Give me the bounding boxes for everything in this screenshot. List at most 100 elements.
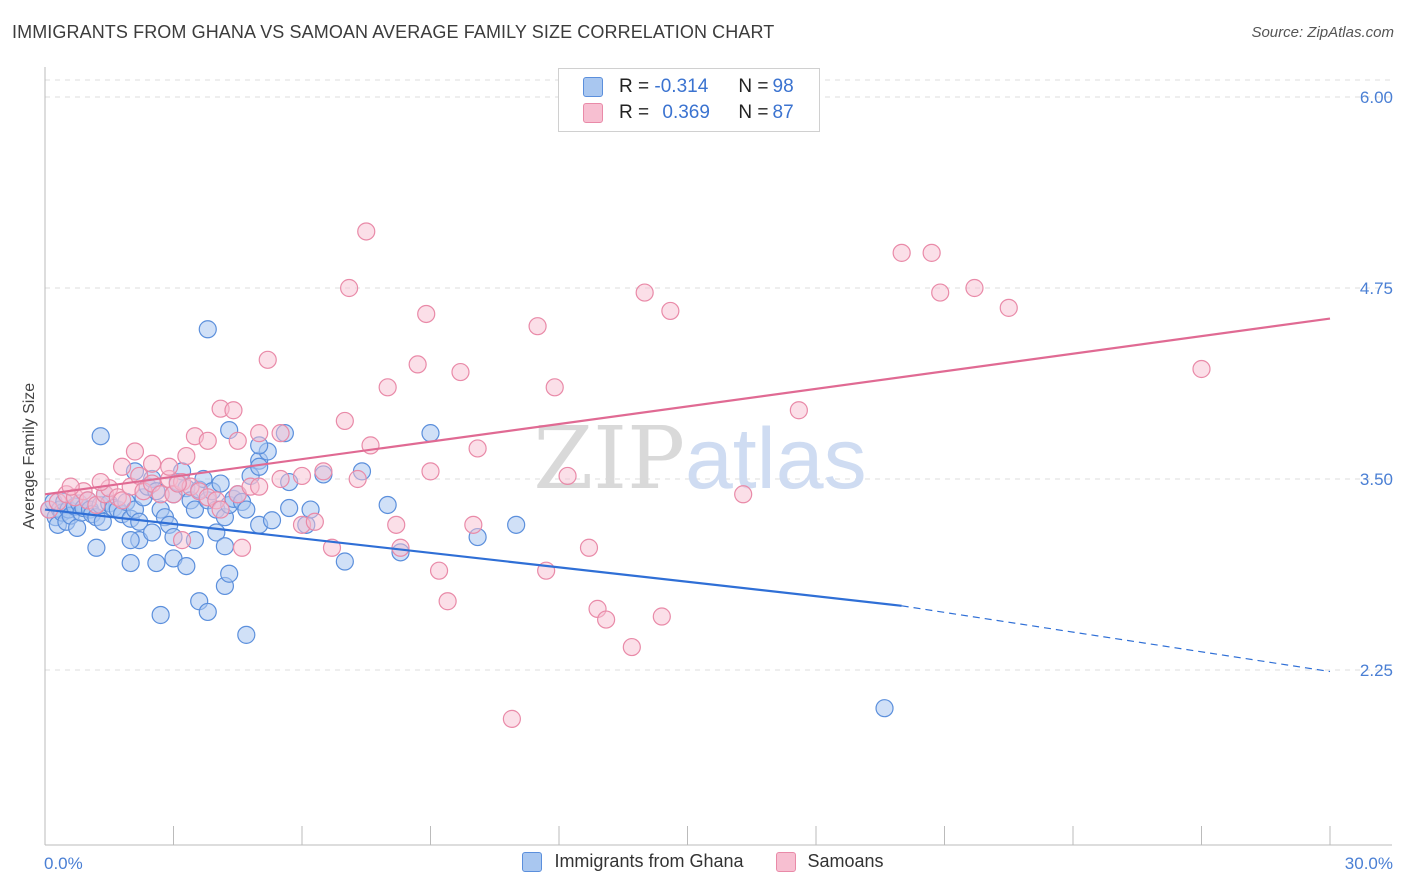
data-point-samoan: [224, 401, 243, 420]
data-point-samoan: [421, 462, 440, 481]
data-point-samoan: [271, 424, 290, 443]
data-point-samoan: [597, 610, 616, 629]
data-point-ghana: [875, 699, 894, 718]
data-point-ghana: [378, 495, 397, 515]
data-point-ghana: [237, 625, 256, 644]
data-point-samoan: [451, 362, 470, 382]
y-tick-label: 6.00: [1360, 88, 1393, 107]
data-point-ghana: [185, 500, 205, 519]
data-point-samoan: [258, 350, 277, 369]
data-point-samoan: [464, 515, 483, 534]
data-point-samoan: [789, 401, 808, 420]
watermark-atlas: atlas: [685, 411, 867, 507]
x-tick-label: 30.0%: [1345, 854, 1393, 873]
legend-n-value-ghana: 98: [772, 76, 794, 97]
data-point-samoan: [228, 431, 247, 450]
data-point-samoan: [438, 592, 457, 611]
data-point-ghana: [151, 605, 170, 625]
data-point-ghana: [220, 564, 239, 583]
data-point-ghana: [121, 553, 140, 573]
x-tick-label: 0.0%: [44, 854, 83, 873]
data-point-ghana: [507, 515, 526, 534]
data-point-ghana: [280, 498, 299, 518]
data-point-samoan: [378, 378, 397, 397]
data-point-ghana: [91, 427, 110, 446]
data-point-ghana: [147, 553, 166, 573]
data-point-samoan: [579, 538, 599, 557]
data-point-samoan: [1192, 359, 1211, 379]
data-point-samoan: [965, 278, 984, 298]
data-point-samoan: [177, 446, 196, 466]
data-point-ghana: [198, 602, 217, 622]
axes: [44, 67, 1392, 846]
data-point-ghana: [237, 500, 256, 519]
data-point-samoan: [112, 457, 132, 476]
data-point-samoan: [172, 531, 192, 550]
data-point-samoan: [125, 442, 145, 461]
legend-n-value-samoan: 87: [772, 102, 794, 123]
data-point-samoan: [734, 485, 753, 504]
data-point-samoan: [160, 457, 179, 476]
legend-item-samoan: Samoans: [775, 851, 884, 872]
series-samoan-points: [40, 222, 1211, 728]
data-point-samoan: [661, 301, 680, 321]
trend-line-ghana: [44, 508, 902, 607]
y-axis-label: Average Family Size: [21, 383, 38, 530]
y-tick-label: 4.75: [1360, 279, 1393, 298]
legend-label-ghana: Immigrants from Ghana: [554, 851, 744, 871]
data-point-samoan: [357, 222, 376, 241]
data-point-samoan: [502, 709, 521, 728]
data-point-samoan: [322, 538, 342, 557]
watermark: ZIPatlas: [533, 409, 866, 509]
data-point-ghana: [68, 518, 87, 537]
legend-swatch-samoan: [775, 851, 796, 872]
legend-r-label: R =: [619, 102, 650, 123]
data-point-samoan: [335, 411, 354, 431]
data-point-ghana: [142, 523, 162, 542]
legend-n-label: N =: [738, 102, 769, 123]
data-point-samoan: [211, 500, 230, 519]
grid-lines: [45, 79, 1392, 671]
trend-line-ghana-extension: [901, 605, 1331, 673]
data-point-ghana: [335, 552, 354, 571]
data-point-samoan: [999, 298, 1018, 317]
legend-swatch-ghana: [583, 77, 603, 97]
data-point-samoan: [250, 477, 269, 496]
trend-line-samoan: [44, 317, 1331, 496]
data-point-samoan: [348, 469, 367, 489]
chart-title: IMMIGRANTS FROM GHANA VS SAMOAN AVERAGE …: [12, 22, 775, 42]
data-point-samoan: [232, 538, 252, 557]
tick-labels: 2.25 3.50 4.75 6.00 0.0% 30.0%: [44, 88, 1393, 873]
data-point-samoan: [558, 466, 577, 486]
legend-row-samoan: R = 0.369 N = 87: [583, 100, 794, 126]
data-point-samoan: [408, 355, 427, 374]
legend-r-value-samoan: 0.369: [662, 102, 710, 123]
data-point-ghana: [211, 474, 230, 493]
y-tick-label: 3.50: [1360, 470, 1393, 489]
data-point-samoan: [314, 462, 333, 481]
legend-n-label: N =: [738, 76, 769, 97]
data-point-samoan: [892, 243, 911, 262]
data-point-samoan: [545, 378, 564, 397]
watermark-zip: ZIP: [533, 409, 685, 509]
data-point-samoan: [429, 561, 449, 580]
data-point-samoan: [198, 431, 217, 450]
data-point-samoan: [635, 283, 654, 302]
legend-swatch-ghana: [522, 851, 543, 872]
data-point-samoan: [305, 512, 324, 531]
data-point-ghana: [421, 424, 440, 443]
legend-row-ghana: R = -0.314 N = 98: [583, 74, 794, 100]
data-point-ghana: [177, 556, 196, 576]
legend-r-label: R =: [619, 76, 650, 97]
data-point-ghana: [262, 511, 282, 530]
data-point-samoan: [142, 454, 162, 473]
legend-bottom: Immigrants from Ghana Samoans: [0, 851, 1406, 872]
data-point-samoan: [468, 439, 487, 458]
data-point-samoan: [922, 243, 941, 262]
y-tick-label: 2.25: [1360, 661, 1393, 680]
trend-lines: [44, 317, 1331, 673]
data-point-samoan: [652, 607, 671, 626]
data-point-samoan: [250, 424, 269, 443]
data-point-samoan: [340, 278, 359, 298]
